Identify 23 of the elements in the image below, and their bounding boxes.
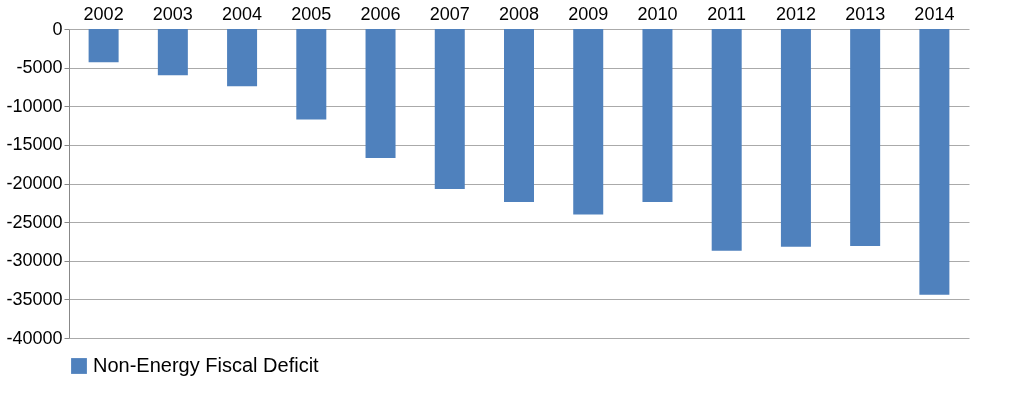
x-tick-label: 2006	[360, 3, 401, 24]
y-tick-label: -15000	[6, 134, 63, 155]
x-tick-label: 2003	[152, 3, 193, 24]
y-tick-label: -25000	[6, 211, 63, 232]
x-tick-label: 2011	[707, 3, 747, 24]
legend-label: Non-Energy Fiscal Deficit	[93, 354, 320, 376]
x-tick-label: 2010	[637, 3, 678, 24]
x-tick-label: 2014	[914, 3, 955, 24]
y-tick-label: -40000	[6, 327, 63, 348]
x-tick-label: 2007	[429, 3, 470, 24]
x-tick-label: 2008	[498, 3, 540, 24]
x-tick-label: 2012	[775, 3, 816, 24]
x-tick-label: 2005	[291, 3, 332, 24]
y-tick-label: 0	[52, 18, 63, 39]
x-tick-label: 2004	[222, 3, 263, 24]
y-tick-label: -20000	[6, 173, 63, 193]
y-tick-label: -5000	[16, 57, 63, 78]
y-tick-label: -30000	[6, 250, 63, 271]
x-tick-label: 2002	[83, 3, 124, 24]
y-tick-label: -10000	[6, 95, 63, 116]
x-tick-label: 2009	[568, 3, 609, 24]
y-tick-label: -35000	[6, 288, 63, 309]
x-tick-label: 2013	[845, 3, 886, 24]
